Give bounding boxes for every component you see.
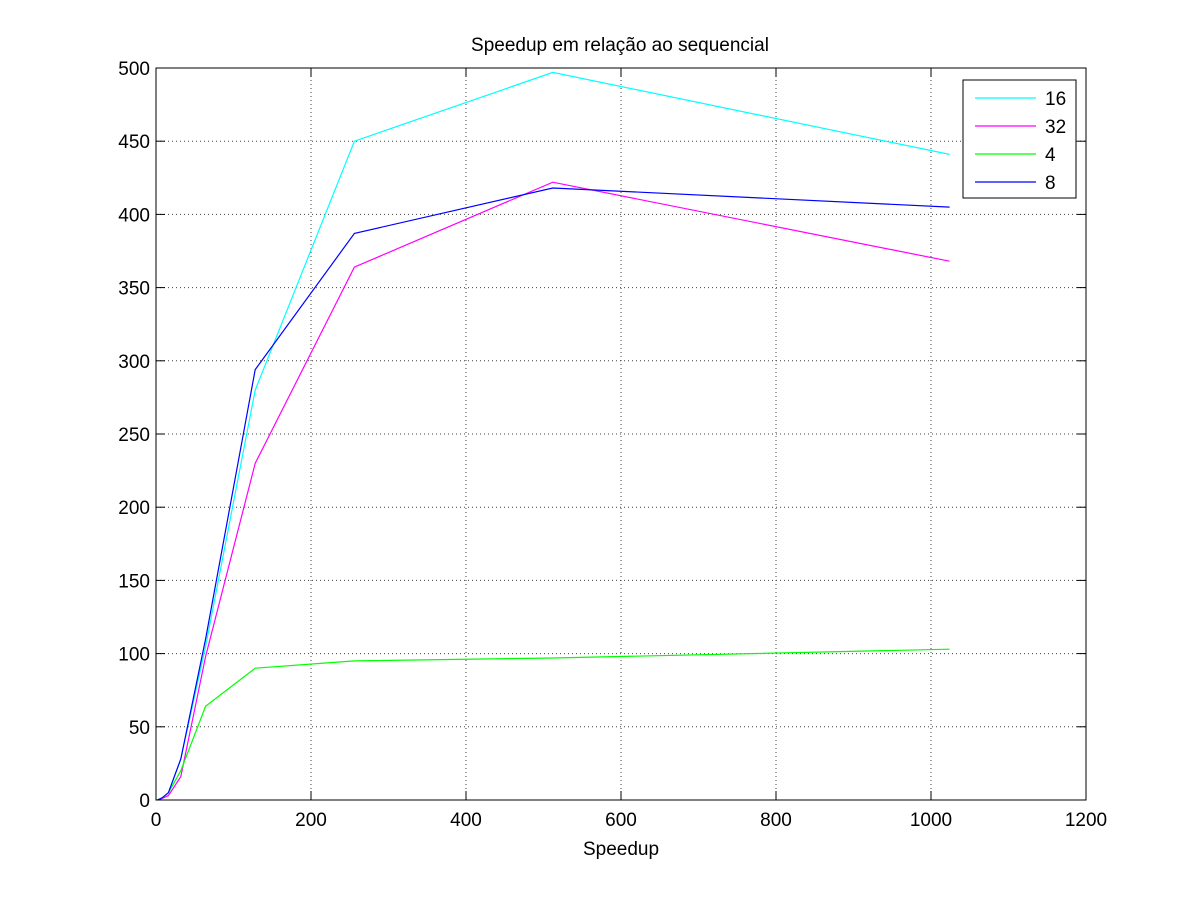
series-line-4 bbox=[157, 648, 950, 801]
x-tick-label: 200 bbox=[295, 810, 327, 831]
x-axis: 0 200 400 600 800 1000 1200 bbox=[151, 68, 1107, 831]
x-tick-label: 1200 bbox=[1065, 810, 1107, 831]
series-line-8 bbox=[157, 187, 950, 801]
x-tick-label: 400 bbox=[450, 810, 482, 831]
y-axis: 0 50 100 150 200 250 300 350 400 450 500 bbox=[118, 59, 1086, 812]
y-tick-label: 0 bbox=[139, 791, 150, 812]
x-axis-title: Speedup bbox=[583, 839, 659, 860]
y-tick-label: 150 bbox=[118, 571, 150, 592]
y-tick-label: 100 bbox=[118, 645, 150, 666]
legend-box bbox=[962, 79, 1077, 199]
y-tick-label: 450 bbox=[118, 132, 150, 153]
legend-label: 8 bbox=[1045, 173, 1056, 194]
y-tick-label: 50 bbox=[129, 718, 150, 739]
y-tick-label: 350 bbox=[118, 279, 150, 300]
chart-title: Speedup em relação ao sequencial bbox=[471, 35, 769, 56]
legend-label: 32 bbox=[1045, 117, 1066, 138]
series-line-16 bbox=[157, 71, 950, 801]
x-tick-label: 0 bbox=[151, 810, 162, 831]
y-tick-label: 250 bbox=[118, 425, 150, 446]
x-tick-label: 600 bbox=[605, 810, 637, 831]
series-line-32 bbox=[157, 181, 950, 801]
legend-label: 16 bbox=[1045, 89, 1066, 110]
y-tick-label: 500 bbox=[118, 59, 150, 80]
grid bbox=[156, 68, 1086, 800]
x-tick-label: 800 bbox=[760, 810, 792, 831]
series-group bbox=[157, 71, 950, 801]
y-tick-label: 400 bbox=[118, 205, 150, 226]
y-tick-label: 300 bbox=[118, 352, 150, 373]
x-tick-label: 1000 bbox=[910, 810, 952, 831]
legend-label: 4 bbox=[1045, 145, 1056, 166]
y-tick-label: 200 bbox=[118, 498, 150, 519]
